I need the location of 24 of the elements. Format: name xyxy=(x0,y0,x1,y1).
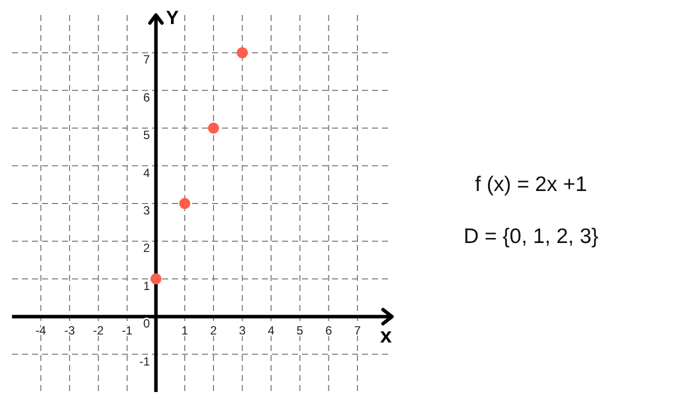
y-tick-label: 4 xyxy=(143,166,150,180)
x-tick-label: 6 xyxy=(325,324,332,338)
text: D = {0, 1, 2, 3} xyxy=(464,225,598,248)
y-tick-label: 0 xyxy=(143,316,150,331)
y-tick-label: 5 xyxy=(143,128,150,142)
x-tick-label: 4 xyxy=(268,324,275,338)
x-tick-label: 5 xyxy=(296,324,304,338)
x-tick-label: -1 xyxy=(122,324,133,338)
x-tick-label: -4 xyxy=(35,324,46,338)
x-tick-label: -3 xyxy=(64,324,76,338)
y-tick-label: 7 xyxy=(143,52,150,67)
x-axis-title: x xyxy=(380,324,392,348)
y-tick-label: 2 xyxy=(143,241,150,256)
text: f (x) = 2x +1 xyxy=(474,173,588,196)
x-tick-label: 1 xyxy=(181,324,188,338)
y-axis-title: Y xyxy=(166,8,179,29)
x-tick-label: 3 xyxy=(238,324,246,338)
y-tick-label: -1 xyxy=(139,354,150,368)
x-tick-label: -2 xyxy=(93,324,104,338)
y-tick-label: 1 xyxy=(143,278,150,293)
y-tick-label: 3 xyxy=(143,204,150,218)
x-tick-label: 2 xyxy=(210,324,218,338)
y-tick-label: 6 xyxy=(143,90,150,104)
x-tick-label: 7 xyxy=(354,324,362,338)
